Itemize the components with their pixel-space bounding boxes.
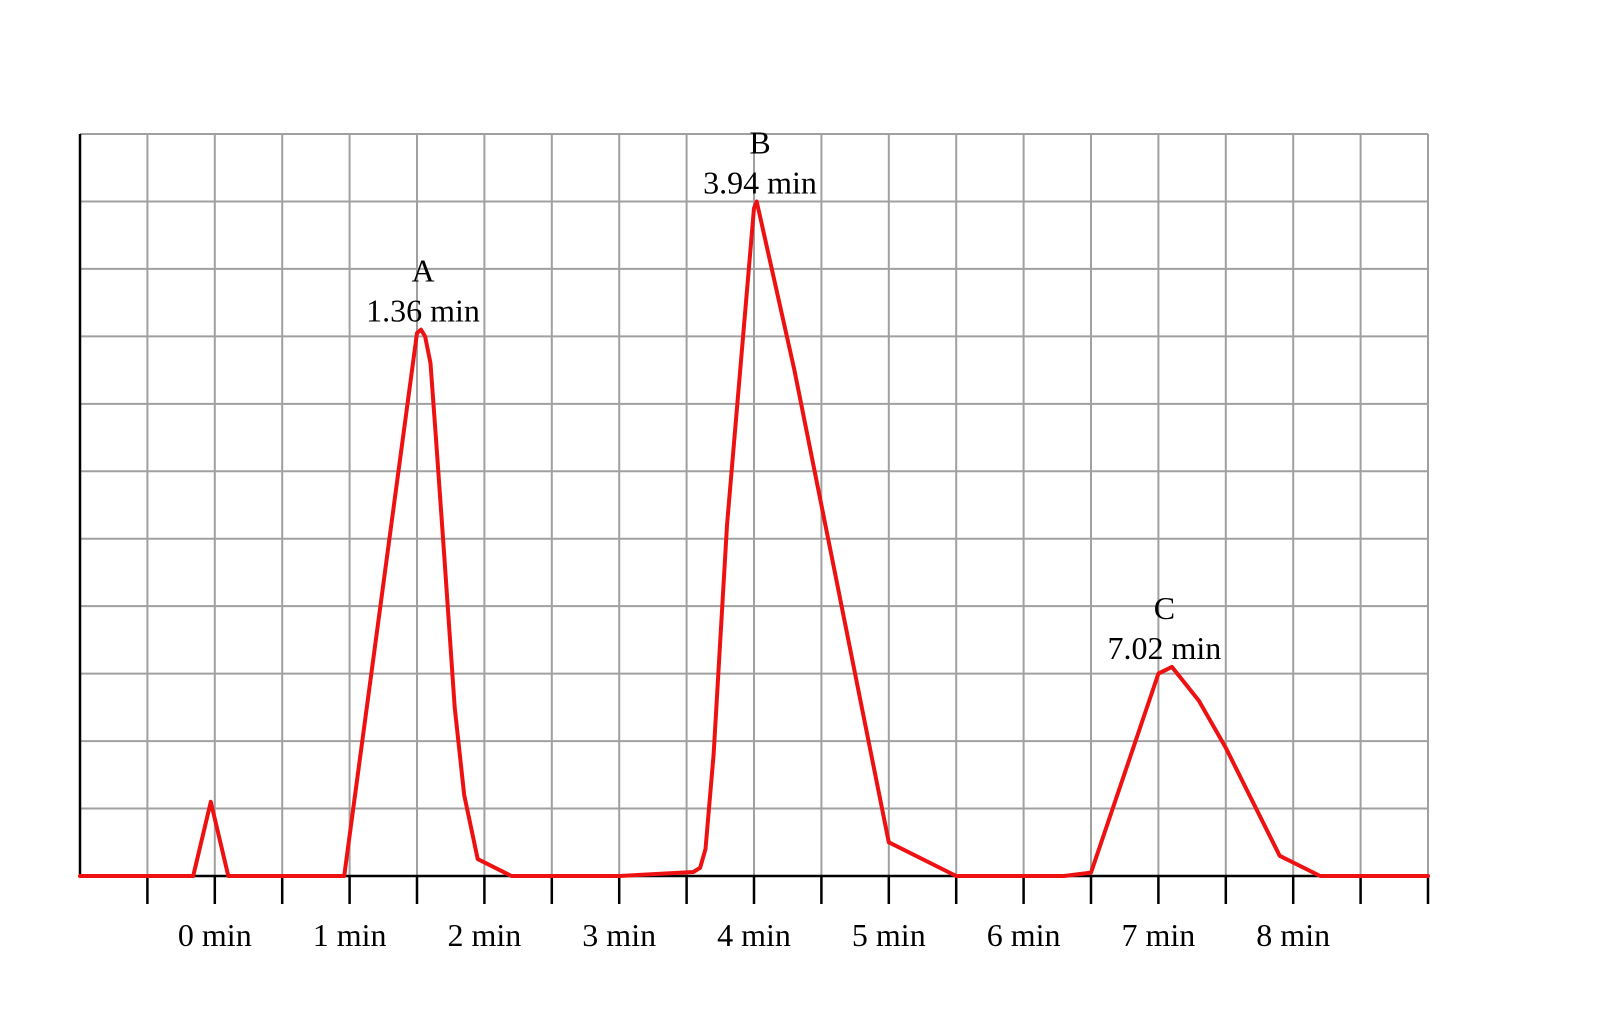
x-tick-label: 0 min [178,917,252,953]
peak-label-time: 1.36 min [366,293,480,329]
x-axis-ticks: 0 min 1 min 2 min 3 min 4 min 5 min 6 min 7 min… [146,876,1430,953]
x-tick-label: 5 min [852,917,926,953]
peak-label-time: 7.02 min [1108,630,1222,666]
x-tick-label: 6 min [987,917,1061,953]
peak-label-name: A [411,253,434,289]
peak-annotations: A 1.36 min B 3.94 min C 7.02 min [366,124,1221,665]
grid [79,133,1429,877]
peak-label-name: B [749,124,770,160]
x-tick-label: 7 min [1122,917,1196,953]
x-tick-label: 1 min [313,917,387,953]
x-tick-label: 8 min [1256,917,1330,953]
signal-line [78,199,1430,878]
peak-label-time: 3.94 min [703,164,817,200]
x-tick-label: 4 min [717,917,791,953]
series-layer [78,199,1430,878]
x-tick-label: 3 min [582,917,656,953]
x-tick-label: 2 min [448,917,522,953]
peak-label-name: C [1154,590,1175,626]
